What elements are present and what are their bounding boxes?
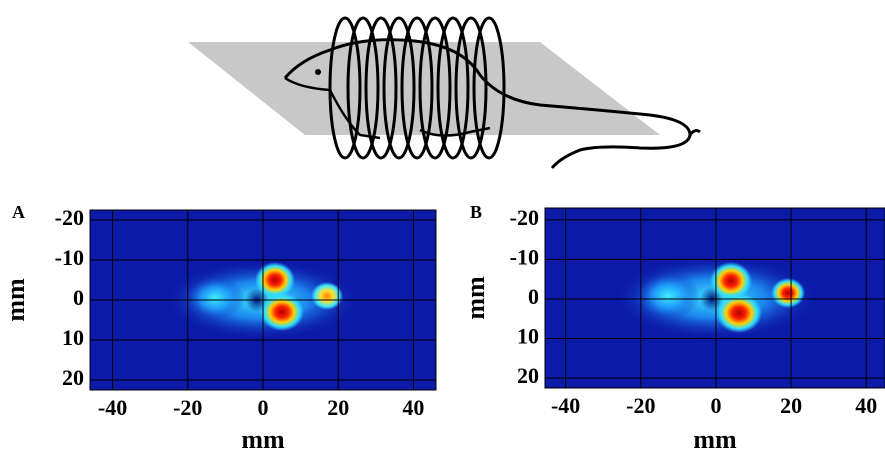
rat-illustration <box>188 16 701 169</box>
panel-label: A <box>12 202 25 222</box>
plot-frame <box>89 209 437 391</box>
x-tick-label: 40 <box>855 393 877 418</box>
y-tick-label: 20 <box>62 365 84 390</box>
x-tick-label: -40 <box>551 393 580 418</box>
x-tick-label: 40 <box>402 395 424 420</box>
y-tick-label: -10 <box>55 245 84 270</box>
rat-eye <box>315 69 321 75</box>
x-tick-label: 0 <box>258 395 269 420</box>
coil <box>328 16 506 160</box>
y-axis-label: mm <box>461 276 490 320</box>
x-tick-label: 20 <box>780 393 802 418</box>
y-tick-label: -20 <box>55 205 84 230</box>
x-tick-label: -20 <box>626 393 655 418</box>
plot-frame <box>544 207 885 389</box>
y-tick-label: -20 <box>510 205 539 230</box>
x-axis-label: mm <box>693 425 737 454</box>
heatmap-image <box>545 208 885 388</box>
y-tick-label: 0 <box>73 285 84 310</box>
y-tick-label: 10 <box>517 324 539 349</box>
y-tick-label: -10 <box>510 244 539 269</box>
y-tick-label: 10 <box>62 325 84 350</box>
x-tick-label: -20 <box>173 395 202 420</box>
rat-outline <box>283 38 701 169</box>
imaging-plane <box>188 42 660 135</box>
y-tick-label: 0 <box>528 284 539 309</box>
x-axis-label: mm <box>241 425 285 454</box>
x-tick-label: -40 <box>98 395 127 420</box>
y-axis-label: mm <box>1 278 30 322</box>
panel-label: B <box>470 202 482 222</box>
x-tick-label: 20 <box>327 395 349 420</box>
x-tick-label: 0 <box>710 393 721 418</box>
y-tick-label: 20 <box>517 363 539 388</box>
